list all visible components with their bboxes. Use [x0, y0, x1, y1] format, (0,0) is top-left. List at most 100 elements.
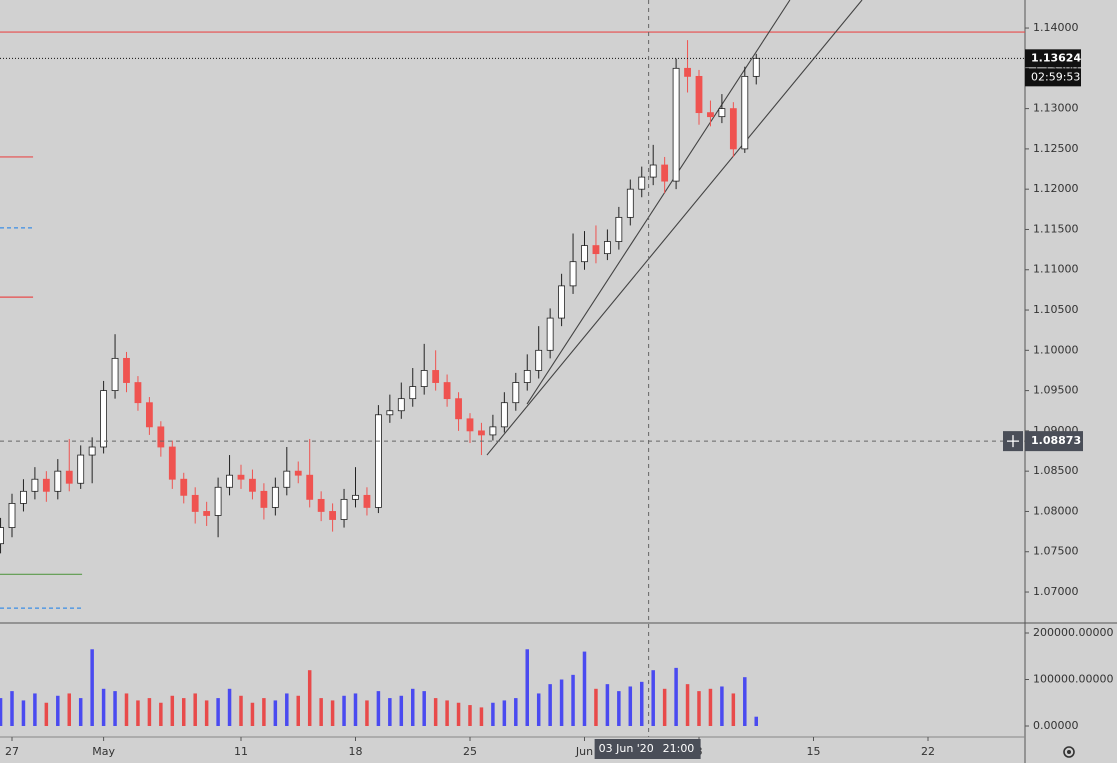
volume-bar: [582, 651, 587, 726]
candle-body: [615, 216, 623, 242]
volume-bar: [708, 688, 713, 726]
candle-body: [283, 470, 291, 488]
candle-body: [649, 164, 657, 178]
volume-bar: [239, 695, 243, 726]
candle-body: [88, 446, 96, 456]
volume-bar: [0, 698, 3, 726]
crosshair-add-button[interactable]: [1003, 431, 1023, 452]
candle-body: [432, 370, 440, 383]
y2-tick-label: 200000.00000: [1033, 626, 1113, 639]
y-tick-label: 1.12000: [1033, 182, 1079, 195]
volume-bar: [743, 677, 747, 726]
candle-body: [546, 317, 554, 351]
y-tick-label: 1.12500: [1033, 142, 1079, 155]
price-tag: [1025, 49, 1081, 68]
volume-bar: [639, 681, 644, 726]
crosshair-date-label: 03 Jun '20: [599, 742, 654, 755]
candle-body: [455, 398, 462, 420]
y-tick-label: 1.08000: [1033, 504, 1079, 517]
volume-bar: [10, 691, 14, 726]
candle-body: [420, 370, 428, 387]
candle-body: [123, 357, 130, 383]
y-tick-label: 1.07000: [1033, 585, 1079, 598]
y-tick-label: 1.09500: [1033, 384, 1079, 397]
trend-line: [486, 0, 863, 456]
x-tick-label: 18: [348, 745, 362, 758]
volume-bar: [113, 691, 117, 726]
candle-body: [249, 478, 256, 492]
settings-icon[interactable]: [1063, 746, 1075, 758]
volume-bar: [514, 698, 518, 726]
volume-bar: [456, 702, 461, 726]
countdown-tag: [1025, 68, 1081, 87]
volume-bar: [101, 688, 106, 726]
candle-body: [397, 398, 405, 412]
y2-tick-label: 0.00000: [1033, 719, 1079, 732]
y-tick-label: 1.10000: [1033, 343, 1079, 356]
candle-body: [352, 494, 359, 500]
volume-bar: [204, 700, 209, 726]
candle-body: [77, 454, 85, 484]
candle-body: [271, 486, 279, 508]
candle-body: [707, 112, 714, 118]
countdown-label: 02:59:53: [1031, 70, 1080, 83]
volume-bar: [78, 698, 83, 726]
y2-tick-label: 100000.00000: [1033, 673, 1113, 686]
candle-body: [237, 474, 245, 480]
x-tick-label: May: [92, 745, 115, 758]
volume-bar: [685, 684, 690, 726]
candle-body: [168, 446, 176, 480]
volume-bar: [353, 693, 358, 726]
y-tick-label: 1.10500: [1033, 303, 1079, 316]
x-tick-label: 15: [806, 745, 820, 758]
candle-body: [260, 490, 268, 508]
candle-body: [54, 470, 62, 492]
volume-bar: [307, 670, 312, 726]
volume-bar: [491, 702, 495, 726]
candle-body: [8, 503, 16, 528]
volume-bar: [422, 691, 426, 726]
candle-body: [718, 108, 726, 118]
candle-body: [569, 261, 577, 287]
x-tick-label: 11: [234, 745, 248, 758]
volume-bar: [136, 700, 140, 726]
volume-bar: [285, 693, 289, 726]
candle-body: [317, 498, 325, 512]
volume-bar: [651, 670, 655, 726]
candle-body: [409, 386, 417, 400]
volume-bar: [697, 691, 701, 726]
candle-body: [581, 245, 588, 263]
y-tick-label: 1.13000: [1033, 102, 1079, 115]
candle-body: [306, 474, 314, 500]
candle-body: [180, 478, 188, 496]
volume-bar: [227, 688, 232, 726]
candle-body: [157, 426, 165, 448]
volume-bar: [33, 693, 37, 726]
candle-body: [0, 527, 4, 545]
volume-bar: [536, 693, 541, 726]
volume-bar: [170, 695, 175, 726]
volume-bar: [250, 702, 255, 726]
y-tick-label: 1.11500: [1033, 222, 1079, 235]
volume-bar: [365, 700, 369, 726]
candle-body: [374, 414, 382, 508]
candle-body: [363, 494, 371, 508]
volume-bar: [159, 702, 163, 726]
volume-bar: [548, 684, 552, 726]
candle-body: [134, 382, 142, 404]
x-tick-label: 27: [5, 745, 19, 758]
candle-body: [603, 241, 611, 255]
candle-body: [145, 402, 153, 428]
candle-body: [340, 498, 348, 520]
y-tick-label: 1.14000: [1033, 21, 1079, 34]
candle-body: [443, 382, 451, 400]
candle-body: [203, 511, 211, 516]
volume-bar: [502, 700, 507, 726]
volume-bar: [445, 700, 449, 726]
volume-bar: [720, 686, 724, 726]
candle-body: [65, 470, 73, 484]
candle-body: [478, 430, 485, 436]
x-tick-label: 22: [921, 745, 935, 758]
